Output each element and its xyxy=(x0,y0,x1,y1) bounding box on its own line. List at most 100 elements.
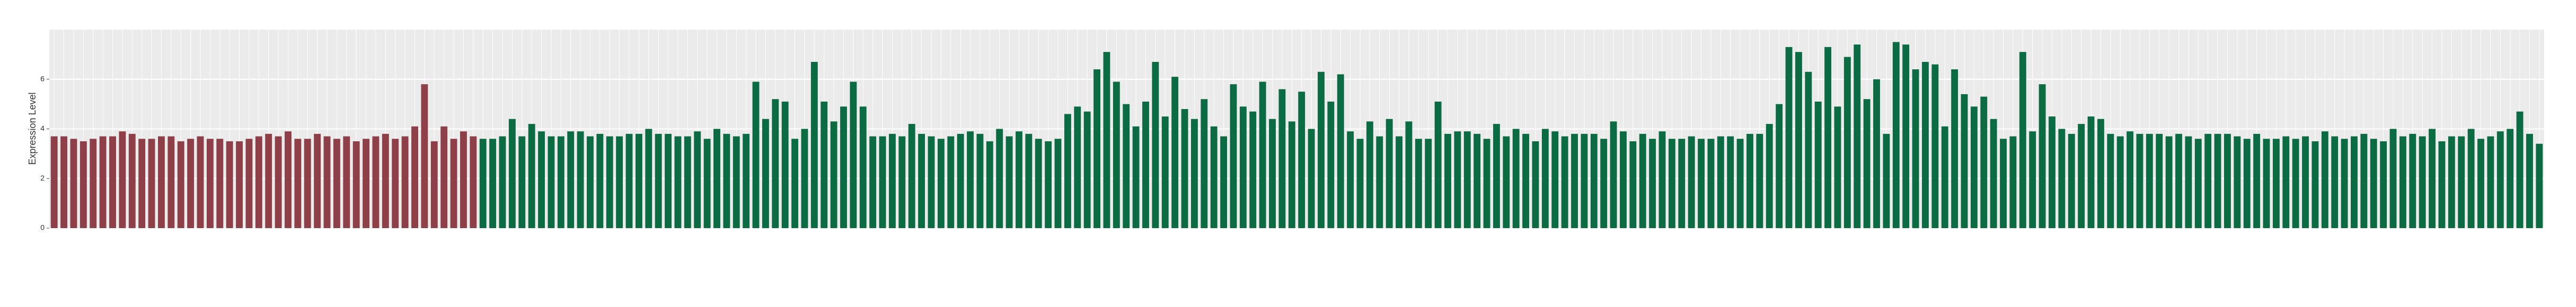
bar xyxy=(2302,136,2309,228)
bar xyxy=(2009,136,2017,228)
bar xyxy=(674,136,682,228)
bar xyxy=(90,139,97,228)
bar xyxy=(99,136,107,228)
bar xyxy=(1152,61,1159,228)
bar xyxy=(1863,99,1871,228)
bar xyxy=(2312,141,2319,228)
bar xyxy=(109,136,116,228)
bar xyxy=(1269,119,1276,228)
bar xyxy=(1376,136,1383,228)
bar xyxy=(1522,133,1530,228)
bar xyxy=(1814,101,1822,228)
y-tick-label: 2 xyxy=(40,174,45,182)
bar xyxy=(285,131,292,228)
bar xyxy=(2487,136,2494,228)
bar xyxy=(440,126,448,228)
bar xyxy=(508,119,516,228)
bar xyxy=(2078,124,2085,228)
bar xyxy=(2234,136,2241,228)
bar xyxy=(2399,136,2406,228)
bar xyxy=(762,119,769,228)
bar xyxy=(781,101,789,228)
bar xyxy=(1308,129,1315,228)
bar xyxy=(1386,119,1393,228)
bar xyxy=(713,129,720,228)
bar xyxy=(879,136,886,228)
bar xyxy=(2331,136,2339,228)
bar xyxy=(479,139,487,228)
bar xyxy=(245,139,253,228)
bar xyxy=(957,133,964,228)
bar xyxy=(1854,44,1861,228)
bar xyxy=(2370,139,2377,228)
bar xyxy=(655,133,662,228)
bar xyxy=(1883,133,1890,228)
bar xyxy=(1795,52,1802,228)
bar xyxy=(869,136,877,228)
bar xyxy=(2087,116,2095,228)
bar xyxy=(1035,139,1042,228)
bar xyxy=(743,133,750,228)
bar xyxy=(460,131,467,228)
bar xyxy=(2136,133,2143,228)
bar xyxy=(1756,133,1763,228)
bar xyxy=(859,106,867,228)
bar xyxy=(1181,109,1188,228)
bar xyxy=(2243,139,2251,228)
bar xyxy=(2107,133,2114,228)
bar xyxy=(333,139,340,228)
bar xyxy=(684,136,691,228)
bar xyxy=(1327,101,1335,228)
bar xyxy=(255,136,262,228)
bar xyxy=(128,133,136,228)
bar xyxy=(1649,139,1656,228)
bar xyxy=(1785,47,1793,228)
bar xyxy=(343,136,350,228)
bar xyxy=(1658,131,1666,228)
bar xyxy=(557,136,564,228)
bar xyxy=(2097,119,2104,228)
bar xyxy=(70,139,77,228)
bar xyxy=(1249,111,1257,228)
bar xyxy=(138,139,146,228)
bar xyxy=(489,139,497,228)
bar xyxy=(1493,124,1500,228)
bar xyxy=(1541,129,1549,228)
bar xyxy=(1561,136,1568,228)
bar xyxy=(1503,136,1510,228)
bar xyxy=(908,124,915,228)
bar xyxy=(1161,116,1169,228)
bar xyxy=(1113,82,1120,228)
bar xyxy=(1444,133,1451,228)
bar xyxy=(2049,116,2055,228)
bar xyxy=(2536,143,2543,228)
bar xyxy=(1581,133,1588,228)
y-axis-label: Expression Level xyxy=(27,92,38,165)
bar xyxy=(2029,131,2036,228)
bar xyxy=(226,141,233,228)
bar xyxy=(1171,77,1179,228)
bar xyxy=(810,61,818,228)
bar xyxy=(2477,139,2484,228)
bar xyxy=(733,136,740,228)
bar xyxy=(1727,136,1734,228)
bar xyxy=(1259,82,1266,228)
bar xyxy=(363,139,370,228)
bar xyxy=(1278,89,1286,228)
bar xyxy=(1551,131,1559,228)
bar xyxy=(411,126,418,228)
bar xyxy=(1746,133,1753,228)
bar xyxy=(275,136,282,228)
bar xyxy=(177,141,184,228)
bar xyxy=(1873,79,1880,228)
bar xyxy=(265,133,272,228)
bar xyxy=(80,141,87,228)
bar xyxy=(430,141,438,228)
bar xyxy=(2058,129,2066,228)
y-tick-label: 4 xyxy=(40,124,45,132)
bar xyxy=(2194,139,2202,228)
bar xyxy=(2127,131,2133,228)
bar xyxy=(2467,129,2475,228)
bar xyxy=(918,133,925,228)
